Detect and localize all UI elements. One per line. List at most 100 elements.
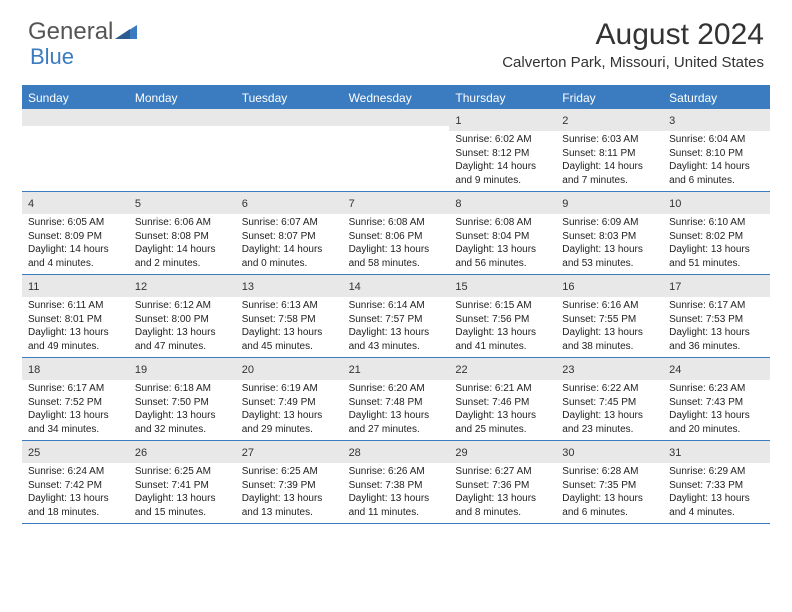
day-number-row: 23 <box>556 358 663 380</box>
day-info-line: and 4 minutes. <box>28 257 123 271</box>
day-body: Sunrise: 6:21 AMSunset: 7:46 PMDaylight:… <box>449 380 556 440</box>
day-number: 1 <box>455 115 461 127</box>
day-cell: 3Sunrise: 6:04 AMSunset: 8:10 PMDaylight… <box>663 109 770 191</box>
day-number-row: 6 <box>236 192 343 214</box>
day-number-row <box>22 109 129 126</box>
day-cell: 19Sunrise: 6:18 AMSunset: 7:50 PMDayligh… <box>129 358 236 440</box>
day-info-line: and 36 minutes. <box>669 340 764 354</box>
day-number-row: 14 <box>343 275 450 297</box>
day-info-line: Daylight: 13 hours <box>242 409 337 423</box>
day-info-line: Daylight: 13 hours <box>562 409 657 423</box>
day-body: Sunrise: 6:02 AMSunset: 8:12 PMDaylight:… <box>449 131 556 191</box>
week-row: 11Sunrise: 6:11 AMSunset: 8:01 PMDayligh… <box>22 275 770 358</box>
day-info-line: and 29 minutes. <box>242 423 337 437</box>
brand-word-2-wrap: Blue <box>30 44 74 70</box>
weekday-label: Monday <box>129 87 236 109</box>
day-number: 30 <box>562 447 574 459</box>
day-number: 23 <box>562 364 574 376</box>
brand-word-1: General <box>28 18 113 46</box>
day-number: 7 <box>349 198 355 210</box>
day-info-line: Sunset: 8:01 PM <box>28 313 123 327</box>
day-cell: 21Sunrise: 6:20 AMSunset: 7:48 PMDayligh… <box>343 358 450 440</box>
day-number-row: 21 <box>343 358 450 380</box>
day-info-line: and 9 minutes. <box>455 174 550 188</box>
day-number-row: 28 <box>343 441 450 463</box>
day-info-line: Sunset: 7:57 PM <box>349 313 444 327</box>
day-number: 17 <box>669 281 681 293</box>
day-info-line: Sunset: 8:00 PM <box>135 313 230 327</box>
day-info-line: Sunrise: 6:12 AM <box>135 299 230 313</box>
weekday-label: Saturday <box>663 87 770 109</box>
day-number-row: 17 <box>663 275 770 297</box>
day-info-line: Daylight: 14 hours <box>28 243 123 257</box>
day-info-line: Sunrise: 6:25 AM <box>135 465 230 479</box>
day-number-row <box>129 109 236 126</box>
day-body: Sunrise: 6:11 AMSunset: 8:01 PMDaylight:… <box>22 297 129 357</box>
day-number-row: 9 <box>556 192 663 214</box>
day-info-line: Daylight: 14 hours <box>242 243 337 257</box>
day-info-line: and 4 minutes. <box>669 506 764 520</box>
day-body: Sunrise: 6:28 AMSunset: 7:35 PMDaylight:… <box>556 463 663 523</box>
day-info-line: Sunrise: 6:21 AM <box>455 382 550 396</box>
day-info-line: Sunset: 8:11 PM <box>562 147 657 161</box>
day-body: Sunrise: 6:07 AMSunset: 8:07 PMDaylight:… <box>236 214 343 274</box>
day-number-row: 24 <box>663 358 770 380</box>
day-number: 13 <box>242 281 254 293</box>
day-info-line: Sunset: 8:03 PM <box>562 230 657 244</box>
day-info-line: and 23 minutes. <box>562 423 657 437</box>
day-info-line: Sunrise: 6:03 AM <box>562 133 657 147</box>
day-info-line: Daylight: 13 hours <box>669 409 764 423</box>
day-info-line: Sunrise: 6:10 AM <box>669 216 764 230</box>
day-cell: 4Sunrise: 6:05 AMSunset: 8:09 PMDaylight… <box>22 192 129 274</box>
page-header: General August 2024 Calverton Park, Miss… <box>0 0 792 79</box>
day-info-line: Daylight: 13 hours <box>349 409 444 423</box>
day-info-line: and 49 minutes. <box>28 340 123 354</box>
day-number-row: 13 <box>236 275 343 297</box>
day-info-line: Sunrise: 6:13 AM <box>242 299 337 313</box>
day-info-line: Sunrise: 6:19 AM <box>242 382 337 396</box>
day-info-line: Sunrise: 6:25 AM <box>242 465 337 479</box>
day-info-line: Daylight: 13 hours <box>349 326 444 340</box>
day-info-line: Daylight: 13 hours <box>135 409 230 423</box>
day-info-line: Daylight: 13 hours <box>455 409 550 423</box>
day-cell: 27Sunrise: 6:25 AMSunset: 7:39 PMDayligh… <box>236 441 343 523</box>
day-info-line: Sunrise: 6:17 AM <box>669 299 764 313</box>
day-info-line: Sunrise: 6:26 AM <box>349 465 444 479</box>
day-cell: 1 Sunrise: 6:02 AMSunset: 8:12 PMDaylight… <box>449 109 556 191</box>
day-number: 21 <box>349 364 361 376</box>
day-number-row: 15 <box>449 275 556 297</box>
day-info-line: and 56 minutes. <box>455 257 550 271</box>
day-number: 9 <box>562 198 568 210</box>
day-number: 22 <box>455 364 467 376</box>
day-info-line: and 13 minutes. <box>242 506 337 520</box>
day-info-line: and 7 minutes. <box>562 174 657 188</box>
day-info-line: Daylight: 13 hours <box>349 243 444 257</box>
day-info-line: Sunset: 8:09 PM <box>28 230 123 244</box>
day-info-line: Sunset: 7:41 PM <box>135 479 230 493</box>
day-info-line: Sunset: 7:48 PM <box>349 396 444 410</box>
day-number-row <box>236 109 343 126</box>
day-body: Sunrise: 6:13 AMSunset: 7:58 PMDaylight:… <box>236 297 343 357</box>
day-cell: 22 Sunrise: 6:21 AMSunset: 7:46 PMDayligh… <box>449 358 556 440</box>
day-info-line: and 18 minutes. <box>28 506 123 520</box>
day-info-line: Daylight: 13 hours <box>562 243 657 257</box>
day-info-line: Sunrise: 6:04 AM <box>669 133 764 147</box>
title-block: August 2024 Calverton Park, Missouri, Un… <box>502 18 764 71</box>
day-cell: 12Sunrise: 6:12 AMSunset: 8:00 PMDayligh… <box>129 275 236 357</box>
day-info-line: Sunset: 7:58 PM <box>242 313 337 327</box>
day-cell: 25Sunrise: 6:24 AMSunset: 7:42 PMDayligh… <box>22 441 129 523</box>
day-number-row: 7 <box>343 192 450 214</box>
day-cell: 23Sunrise: 6:22 AMSunset: 7:45 PMDayligh… <box>556 358 663 440</box>
day-info-line: Sunset: 7:53 PM <box>669 313 764 327</box>
day-body: Sunrise: 6:16 AMSunset: 7:55 PMDaylight:… <box>556 297 663 357</box>
day-info-line: Daylight: 13 hours <box>669 326 764 340</box>
day-info-line: Sunset: 7:52 PM <box>28 396 123 410</box>
day-info-line: Sunset: 8:08 PM <box>135 230 230 244</box>
weekday-label: Thursday <box>449 87 556 109</box>
day-info-line: Sunset: 7:36 PM <box>455 479 550 493</box>
day-cell: 30 Sunrise: 6:28 AMSunset: 7:35 PMDayligh… <box>556 441 663 523</box>
day-info-line: and 32 minutes. <box>135 423 230 437</box>
day-number: 27 <box>242 447 254 459</box>
day-info-line: Sunrise: 6:27 AM <box>455 465 550 479</box>
day-body: Sunrise: 6:08 AMSunset: 8:06 PMDaylight:… <box>343 214 450 274</box>
